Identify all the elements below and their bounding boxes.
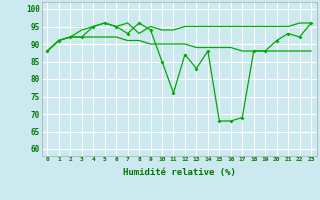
- X-axis label: Humidité relative (%): Humidité relative (%): [123, 168, 236, 177]
